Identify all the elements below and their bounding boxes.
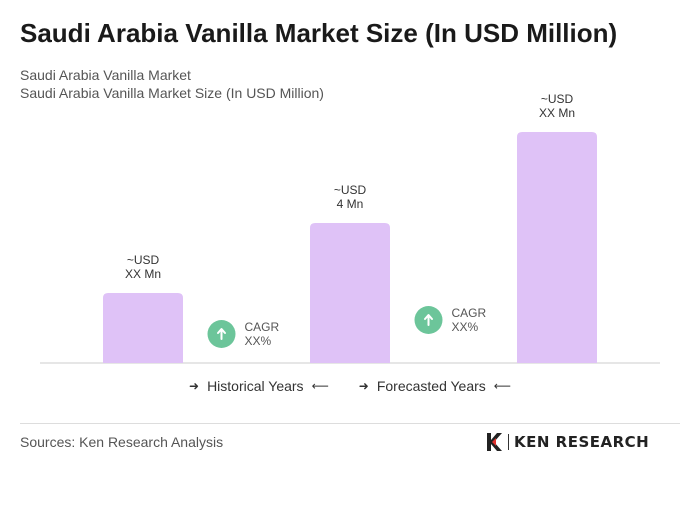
bar-label-line1: ~USD (541, 92, 574, 106)
footer-divider (20, 423, 680, 424)
bar (310, 223, 390, 363)
legend-historical: ➜ Historical Years ⟵ (189, 378, 329, 394)
sources-text: Sources: Ken Research Analysis (20, 434, 224, 450)
page-title: Saudi Arabia Vanilla Market Size (In USD… (20, 18, 618, 48)
cagr-value: XX% (245, 334, 272, 348)
arrow-right-icon: ➜ (189, 379, 200, 393)
ken-logo-icon (487, 433, 502, 451)
bar (103, 293, 183, 363)
legend-historical-label: Historical Years (207, 378, 304, 394)
arrow-left-icon: ⟵ (493, 379, 511, 393)
chart-subtitle-market: Saudi Arabia Vanilla Market (20, 67, 191, 83)
brand-name: KEN RESEARCH (514, 433, 650, 451)
bar-label-line2: XX Mn (539, 106, 575, 120)
brand-separator (508, 434, 509, 450)
legend-forecasted-label: Forecasted Years (376, 378, 486, 394)
legend: ➜ Historical Years ⟵ ➜ Forecasted Years … (0, 378, 700, 394)
bar-label-line1: ~USD (127, 253, 160, 267)
cagr-label: CAGR (452, 306, 487, 320)
arrow-up-icon (217, 328, 226, 340)
bar-label-line1: ~USD (334, 183, 367, 197)
bar (517, 132, 597, 363)
brand-logo: KEN RESEARCH (485, 432, 649, 452)
cagr-value: XX% (452, 320, 479, 334)
bar-label-line2: XX Mn (125, 267, 161, 281)
bar-label-line2: 4 Mn (337, 197, 364, 211)
arrow-left-icon: ⟵ (311, 379, 329, 393)
arrow-up-icon (424, 314, 433, 326)
chart-subtitle-size: Saudi Arabia Vanilla Market Size (In USD… (20, 85, 324, 101)
cagr-label: CAGR (245, 320, 280, 334)
legend-forecasted: ➜ Forecasted Years ⟵ (359, 378, 511, 394)
arrow-right-icon: ➜ (358, 379, 369, 393)
